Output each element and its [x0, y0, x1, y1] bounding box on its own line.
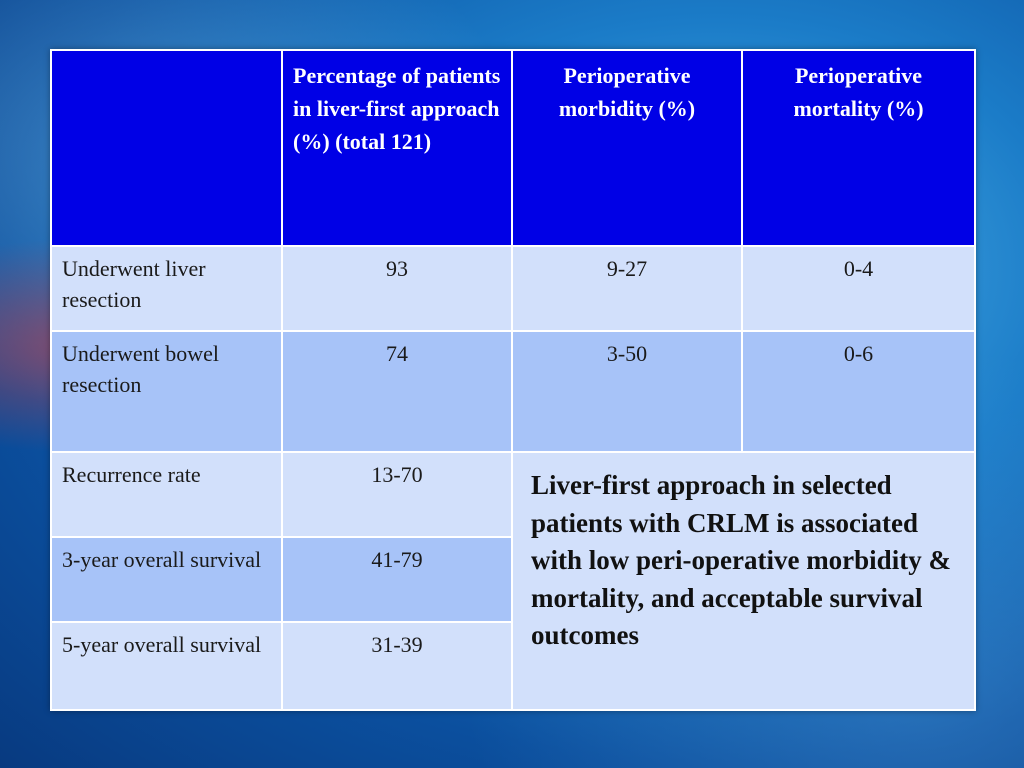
table-row: 3-year overall survival 41-79: [50, 536, 975, 623]
morbidity-cell: 9-27: [511, 245, 743, 332]
table-row: 5-year overall survival 31-39: [50, 621, 975, 711]
header-morbidity: Perioperative morbidity (%): [511, 49, 743, 247]
results-table: Percentage of patients in liver-first ap…: [50, 49, 976, 711]
conclusion-text: Liver-first approach in selected patient…: [511, 451, 976, 711]
header-empty-cell: [50, 49, 283, 247]
percentage-cell: 93: [281, 245, 513, 332]
row-label: Underwent bowel resection: [50, 330, 283, 453]
percentage-cell: 13-70: [281, 451, 513, 538]
percentage-cell: 41-79: [281, 536, 513, 623]
header-percentage: Percentage of patients in liver-first ap…: [281, 49, 513, 247]
morbidity-cell: 3-50: [511, 330, 743, 453]
percentage-cell: 31-39: [281, 621, 513, 711]
row-label: Recurrence rate: [50, 451, 283, 538]
percentage-cell: 74: [281, 330, 513, 453]
header-row: Percentage of patients in liver-first ap…: [50, 49, 976, 247]
table-row: Underwent liver resection 93 9-27 0-4: [50, 245, 976, 332]
mortality-cell: 0-6: [741, 330, 976, 453]
header-mortality: Perioperative mortality (%): [741, 49, 976, 247]
row-label: Underwent liver resection: [50, 245, 283, 332]
table-row: Underwent bowel resection 74 3-50 0-6: [50, 330, 976, 453]
table-row: Recurrence rate 13-70 Liver-first approa…: [50, 451, 976, 711]
mortality-cell: 0-4: [741, 245, 976, 332]
row-label: 3-year overall survival: [50, 536, 283, 623]
row-label: 5-year overall survival: [50, 621, 283, 711]
